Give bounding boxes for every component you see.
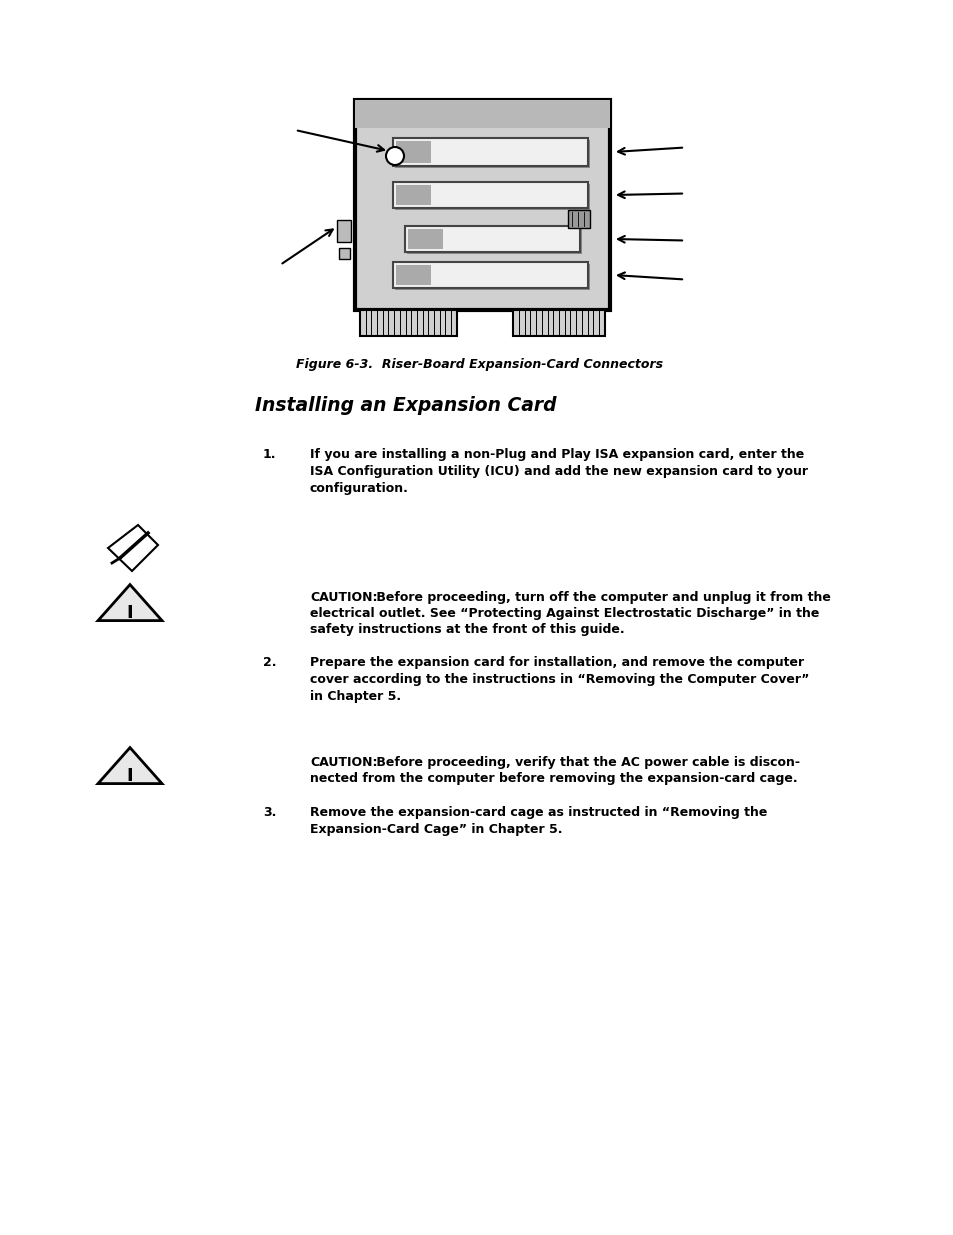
Text: nected from the computer before removing the expansion-card cage.: nected from the computer before removing… [310, 772, 797, 785]
Bar [336, 220, 351, 242]
Text: Remove the expansion-card cage as instructed in “Removing the
Expansion-Card Cag: Remove the expansion-card cage as instru… [310, 806, 766, 836]
Text: safety instructions at the front of this guide.: safety instructions at the front of this… [310, 622, 624, 636]
Text: 3.: 3. [263, 806, 276, 819]
Text: Before proceeding, verify that the AC power cable is discon-: Before proceeding, verify that the AC po… [372, 756, 800, 769]
Bar [395, 264, 589, 290]
Bar [567, 210, 589, 228]
Bar [393, 138, 587, 165]
Text: electrical outlet. See “Protecting Against Electrostatic Discharge” in the: electrical outlet. See “Protecting Again… [310, 606, 819, 620]
Bar [407, 228, 581, 254]
Bar [359, 310, 456, 336]
Text: Installing an Expansion Card: Installing an Expansion Card [254, 396, 556, 415]
Text: If you are installing a non-Plug and Play ISA expansion card, enter the
ISA Conf: If you are installing a non-Plug and Pla… [310, 448, 807, 495]
Text: Before proceeding, turn off the computer and unplug it from the: Before proceeding, turn off the computer… [372, 592, 830, 604]
Text: Figure 6-3.  Riser-Board Expansion-Card Connectors: Figure 6-3. Riser-Board Expansion-Card C… [296, 358, 663, 370]
Text: 2.: 2. [263, 656, 276, 669]
Bar [395, 140, 589, 168]
Bar [513, 310, 604, 336]
Polygon shape [108, 525, 158, 571]
Circle shape [386, 147, 403, 165]
Bar [395, 184, 589, 210]
Polygon shape [98, 747, 162, 783]
Bar [395, 141, 431, 163]
Text: 1.: 1. [263, 448, 276, 461]
Text: I: I [127, 767, 133, 785]
Text: CAUTION:: CAUTION: [310, 756, 377, 769]
Text: CAUTION:: CAUTION: [310, 592, 377, 604]
Polygon shape [98, 584, 162, 621]
Bar [405, 226, 579, 252]
Text: I: I [127, 604, 133, 622]
Bar [395, 185, 431, 205]
Text: Prepare the expansion card for installation, and remove the computer
cover accor: Prepare the expansion card for installat… [310, 656, 808, 703]
Bar [338, 248, 350, 259]
Bar [355, 100, 609, 310]
Bar [355, 100, 609, 128]
Bar [393, 182, 587, 207]
Bar [395, 266, 431, 285]
Bar [393, 262, 587, 288]
Bar [408, 228, 442, 249]
